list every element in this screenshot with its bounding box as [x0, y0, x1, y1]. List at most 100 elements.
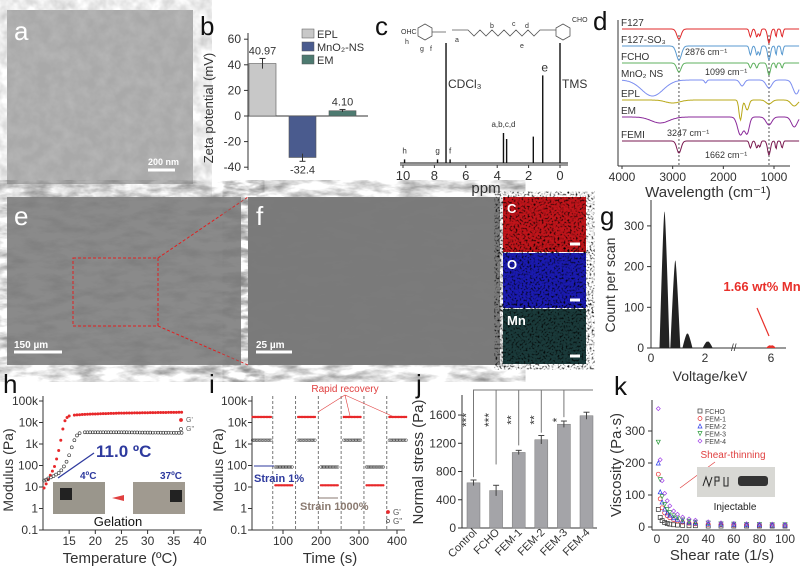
fem4-point [664, 498, 670, 504]
fem3-point [680, 517, 686, 523]
g-double-prime-point [42, 478, 46, 483]
y-tick-label: 300 [624, 219, 644, 233]
g-prime-point [55, 457, 59, 461]
annotation-arrow [57, 452, 95, 479]
y-tick-label: 10k [228, 416, 248, 430]
g-prime-point [85, 412, 89, 416]
g-prime-point [177, 410, 181, 414]
g-prime-point [151, 411, 155, 415]
eds-peak [659, 211, 670, 348]
x-axis-label: Shear rate (1/s) [670, 547, 774, 564]
g-prime-point [122, 411, 126, 415]
g-double-prime-point [109, 430, 113, 435]
y-axis-label: Modulus (Pa) [210, 428, 226, 511]
panel-label-j: j [415, 369, 422, 399]
y-tick-label: 60 [228, 32, 242, 46]
series-label: F127 [621, 18, 644, 29]
y-tick-label: 400 [436, 493, 456, 507]
peak-label: CDCl₃ [448, 77, 482, 91]
g-prime-point [109, 411, 113, 415]
arrow-icon [112, 495, 124, 501]
g-prime-point [50, 469, 54, 473]
g-double-prime-point [127, 430, 132, 435]
panel-i-strain-recovery: i 0.1 1 10 100 1k 10k 100k 100 200 300 400 Time (s) M… [209, 369, 408, 567]
x-tick-label: 200 [311, 534, 331, 548]
legend-marker [386, 519, 390, 523]
g-double-prime-point [402, 438, 407, 442]
x-tick-label: 4 [494, 168, 501, 183]
fem3-point [659, 494, 665, 500]
data-label: 4.10 [332, 96, 353, 108]
legend-label: FEM-1 [705, 417, 726, 424]
peak-label: TMS [562, 77, 587, 91]
legend-swatch [301, 41, 315, 52]
g-double-prime-point [358, 438, 363, 442]
x-tick-label: 0 [556, 168, 563, 183]
g-double-prime-point [90, 430, 95, 435]
g-double-prime-point [117, 430, 121, 435]
spectrum-f127 [622, 28, 800, 44]
structure-label: c [512, 21, 516, 28]
fem4-point [674, 511, 680, 517]
g-prime-point [59, 438, 63, 442]
legend-marker [386, 510, 390, 514]
g-prime-point [269, 415, 273, 419]
g-double-prime-point [132, 430, 137, 435]
g-prime-point [180, 410, 184, 414]
g-double-prime-point [72, 438, 77, 443]
g-prime-point [65, 416, 69, 420]
fem4-point [756, 521, 762, 527]
y-tick-label: 0 [234, 109, 241, 123]
structure-label: h [405, 39, 409, 46]
series-label: EM [621, 106, 636, 117]
x-tick-label: 20 [89, 534, 103, 548]
x-tick-label: 35 [167, 534, 181, 548]
x-tick-label: 6 [462, 168, 469, 183]
g-double-prime-point [124, 430, 129, 435]
fem3-point [671, 513, 677, 519]
g-double-prime-point [404, 438, 408, 442]
g-double-prime-point [140, 430, 145, 435]
legend-label: FEM-3 [705, 432, 726, 439]
g-prime-point [88, 412, 92, 416]
bar-epl [248, 63, 277, 117]
axis-break: // [731, 343, 737, 354]
fem2-point [657, 489, 663, 495]
legend-marker [179, 418, 183, 422]
fem2-point [671, 514, 677, 521]
fem3-point [686, 518, 692, 525]
g-prime-point [72, 413, 76, 417]
g-double-prime-point [67, 453, 71, 458]
y-tick-label: 1200 [429, 436, 456, 450]
g-double-prime-point [93, 430, 98, 435]
g-prime-point [112, 411, 116, 415]
structure-label: b [490, 23, 494, 30]
x-tick-label: 2000 [710, 170, 737, 184]
mn-annotation: 1.66 wt% Mn [723, 279, 800, 294]
y-tick-label: -20 [224, 135, 242, 149]
transition-temperature: 11.0 ºC [96, 442, 151, 461]
y-tick-label: 20 [228, 83, 242, 97]
y-tick-label: 0 [638, 520, 645, 534]
g-double-prime-point [166, 430, 171, 435]
structure-label: f [430, 46, 432, 53]
series-label: MnO₂ NS [621, 69, 664, 80]
series-label: FEMI [621, 130, 645, 141]
y-axis-label: Normal stress (Pa) [410, 399, 427, 524]
y-tick-label: 0.1 [230, 523, 247, 537]
shear-thinning-label: Shear-thinning [700, 450, 765, 461]
g-double-prime-point [267, 438, 271, 442]
g-prime-point [63, 419, 67, 423]
g-prime-point [290, 484, 294, 487]
spectrum-em [622, 116, 800, 136]
g-double-prime-point [103, 430, 108, 435]
legend-label: MnO₂-NS [317, 42, 364, 54]
x-tick-label: 25 [115, 534, 129, 548]
y-axis-label: Viscosity (Pa·s) [608, 413, 625, 517]
g-prime-point [96, 412, 100, 416]
panel-label-c: c [375, 11, 388, 41]
eds-map-o: O [503, 253, 586, 308]
x-tick-label: 4000 [609, 170, 636, 184]
g-double-prime-point [135, 430, 139, 435]
